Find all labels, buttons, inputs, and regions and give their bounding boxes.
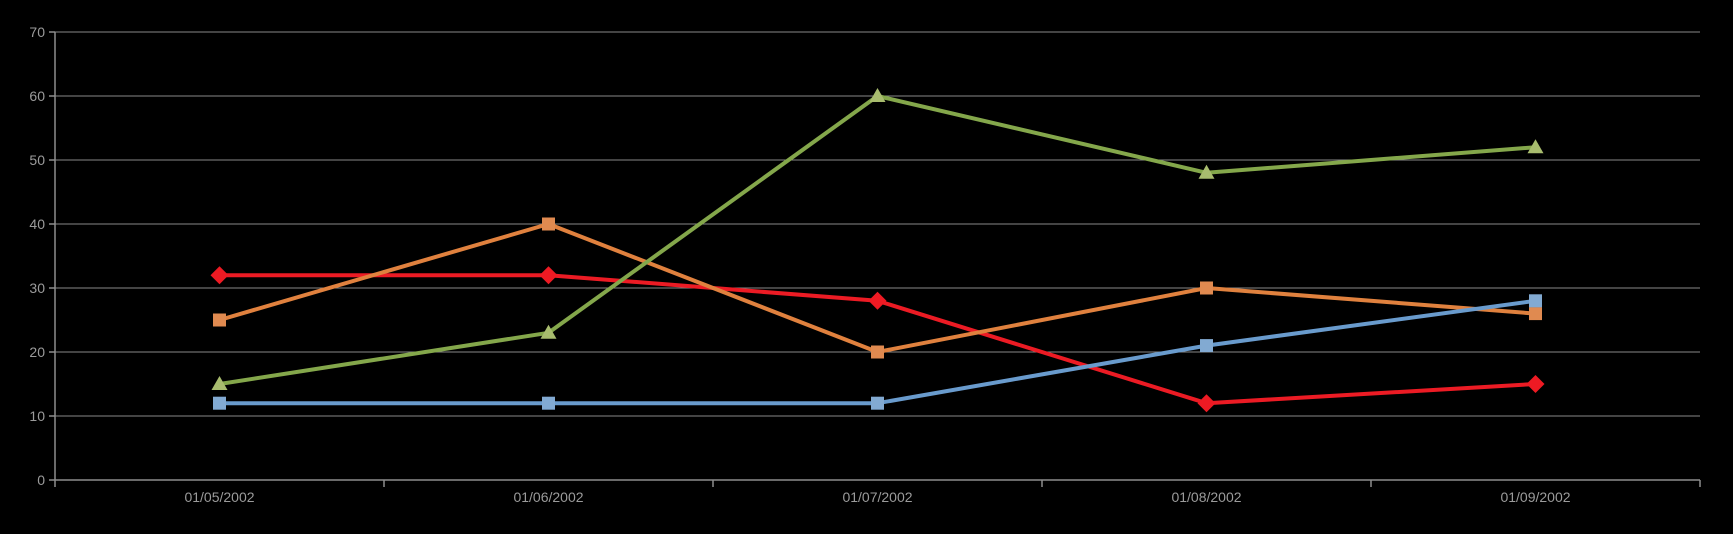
y-axis-label-40: 40: [29, 216, 45, 232]
y-axis-label-50: 50: [29, 152, 45, 168]
green-triangle-series-marker-01/05/2002: [211, 376, 228, 390]
x-axis-label-0: 01/05/2002: [184, 489, 254, 505]
orange-square-series-marker-01/09/2002: [1529, 307, 1542, 321]
y-axis-label-70: 70: [29, 24, 45, 40]
x-axis-label-1: 01/06/2002: [513, 489, 583, 505]
green-triangle-series-marker-01/09/2002: [1527, 139, 1544, 154]
green-triangle-series-marker-01/07/2002: [869, 88, 886, 102]
blue-square-series-marker-01/08/2002: [1200, 339, 1213, 353]
green-triangle-series-marker-01/06/2002: [540, 324, 557, 339]
blue-square-series-marker-01/07/2002: [871, 396, 884, 410]
x-axis-label-2: 01/07/2002: [842, 489, 912, 505]
red-diamond-series-marker-01/06/2002: [539, 266, 558, 285]
blue-square-series-marker-01/09/2002: [1529, 294, 1542, 308]
blue-square-series: [213, 294, 1542, 410]
blue-square-series-marker-01/05/2002: [213, 396, 226, 410]
orange-square-series: [213, 217, 1542, 359]
red-diamond-series-marker-01/05/2002: [210, 266, 229, 285]
orange-square-series-marker-01/05/2002: [213, 313, 226, 327]
blue-square-series-marker-01/06/2002: [542, 396, 555, 410]
red-diamond-series-marker-01/09/2002: [1526, 375, 1545, 393]
y-axis-label-30: 30: [29, 280, 45, 296]
data-series: [210, 88, 1545, 413]
orange-square-series-marker-01/06/2002: [542, 217, 555, 231]
y-axis-label-60: 60: [29, 88, 45, 104]
red-diamond-series-marker-01/07/2002: [868, 291, 887, 310]
axis-labels: 0 10 20 30 40 50 60 70 01/05/2002 01/06/2002 01/07…: [29, 24, 1570, 505]
axes: [49, 31, 1701, 487]
x-axis-label-3: 01/08/2002: [1171, 489, 1241, 505]
x-axis-label-4: 01/09/2002: [1500, 489, 1570, 505]
orange-square-series-marker-01/07/2002: [871, 345, 884, 359]
red-diamond-series: [210, 266, 1545, 413]
red-diamond-series-marker-01/08/2002: [1197, 394, 1216, 413]
green-triangle-series-marker-01/08/2002: [1198, 164, 1215, 179]
green-triangle-series: [211, 88, 1544, 390]
y-axis-label-0: 0: [37, 472, 45, 488]
y-axis-label-10: 10: [29, 408, 45, 424]
orange-square-series-marker-01/08/2002: [1200, 281, 1213, 295]
green-triangle-series-line: [217, 94, 1538, 386]
y-axis-label-20: 20: [29, 344, 45, 360]
